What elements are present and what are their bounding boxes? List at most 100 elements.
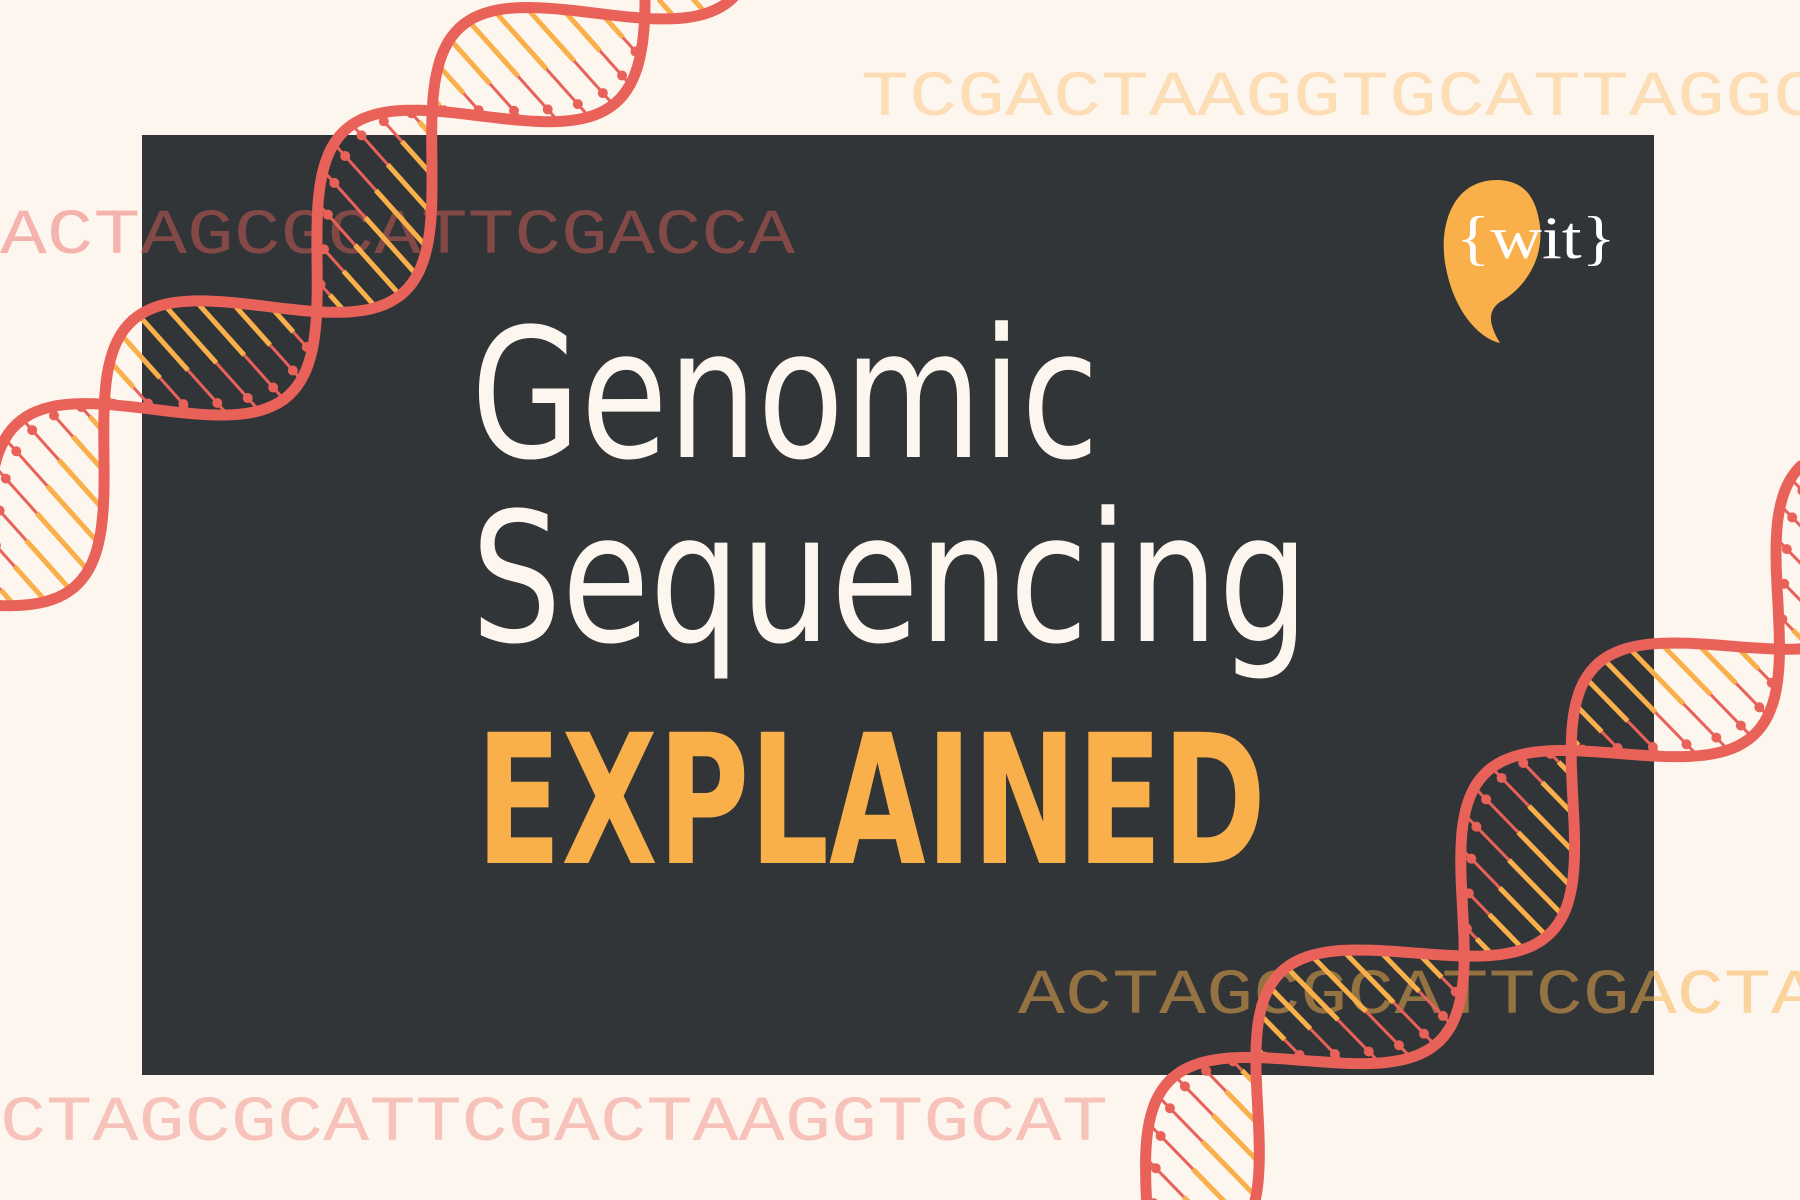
helix-rung <box>1487 912 1526 952</box>
helix-node <box>1797 486 1800 495</box>
helix-node <box>11 446 22 457</box>
helix-node <box>1711 732 1722 743</box>
helix-rung <box>1709 693 1753 738</box>
helix-node <box>340 151 351 162</box>
helix-rung <box>0 547 16 568</box>
helix-rung <box>1309 953 1368 1014</box>
helix-node <box>322 209 333 220</box>
helix-rung <box>24 538 73 592</box>
helix-rung <box>1507 858 1565 918</box>
helix-rung <box>316 202 357 246</box>
helix-rung <box>56 458 106 512</box>
helix-rung <box>561 7 602 53</box>
helix-rung <box>230 300 272 347</box>
helix-rung <box>1791 628 1800 641</box>
helix-node <box>27 425 38 436</box>
helix-node <box>0 473 11 484</box>
helix-node <box>1155 1130 1166 1141</box>
helix-rung <box>332 142 377 192</box>
helix-rung <box>1284 965 1340 1022</box>
helix-node <box>597 88 608 99</box>
helix-rung <box>45 484 101 545</box>
helix-node <box>1393 1040 1404 1051</box>
helix-rung <box>162 302 219 365</box>
sequence: ACTAGCGCATTCGACTA <box>1018 961 1800 1033</box>
helix-node <box>268 382 279 393</box>
helix-rung <box>1377 948 1421 994</box>
helix-strand <box>0 0 739 612</box>
helix-node <box>356 130 367 141</box>
helix-rung <box>573 59 615 106</box>
helix-rung <box>1210 1113 1262 1165</box>
helix-node <box>1201 1065 1212 1076</box>
helix-rung <box>1267 985 1313 1031</box>
helix-rung <box>1695 641 1738 686</box>
helix-rung <box>1627 646 1686 706</box>
helix-rung <box>0 508 28 542</box>
helix-rung <box>12 564 48 604</box>
helix-rung <box>1147 1122 1194 1171</box>
logo-mark <box>1443 179 1541 343</box>
helix-node <box>617 70 628 81</box>
helix-rung <box>1682 702 1730 751</box>
helix-node <box>1179 1081 1190 1092</box>
helix-node <box>329 177 340 188</box>
helix-rung <box>186 369 230 416</box>
helix-rung <box>1144 1156 1185 1198</box>
helix-rung <box>1157 1095 1204 1143</box>
helix-strand <box>1249 637 1800 1200</box>
helix-node <box>1781 544 1792 555</box>
helix-node <box>378 116 389 127</box>
helix-node <box>0 505 5 516</box>
helix-node <box>1418 1028 1429 1039</box>
helix-node <box>508 105 519 116</box>
helix-rung <box>1779 504 1800 528</box>
helix-node <box>542 104 553 115</box>
helix-rung <box>193 299 247 357</box>
helix-strand <box>0 0 651 468</box>
helix-node <box>1518 757 1529 768</box>
helix-node <box>1363 1046 1374 1057</box>
helix-rung <box>1173 1074 1214 1116</box>
helix-rung <box>0 469 38 515</box>
helix-rung <box>363 215 419 277</box>
helix-strand <box>1140 460 1800 1200</box>
helix-rung <box>1527 804 1577 855</box>
helix-rung <box>1392 1001 1437 1047</box>
helix-node <box>242 393 253 404</box>
helix-node <box>287 365 298 376</box>
helix-rung <box>385 162 434 215</box>
helix-rung <box>34 511 90 573</box>
helix-rung <box>690 0 708 16</box>
helix-rung <box>1516 830 1574 889</box>
helix-rung <box>1490 766 1531 808</box>
helix-rung <box>545 68 591 118</box>
helix-rung <box>492 8 549 71</box>
helix-rung <box>341 269 378 310</box>
helix-rung <box>1341 948 1396 1005</box>
helix-node <box>212 398 223 409</box>
helix-node <box>1150 1163 1161 1174</box>
helix-node <box>1164 1103 1175 1114</box>
title-line: Genomic <box>471 291 1099 500</box>
logo: {wit} <box>1456 205 1616 271</box>
helix-rung <box>3 437 49 487</box>
helix-rung <box>1654 711 1699 757</box>
helix-rung <box>466 19 520 78</box>
helix-node <box>1437 1010 1448 1021</box>
helix-rung <box>1497 886 1549 939</box>
helix-node <box>1466 853 1477 864</box>
helix-rung <box>1658 641 1713 697</box>
helix-rung <box>353 243 403 298</box>
helix-rung <box>373 188 429 250</box>
helix-node <box>1735 720 1746 731</box>
title-line: Sequencing <box>471 475 1309 684</box>
helix-rung <box>1365 1010 1412 1059</box>
helix-rung <box>1775 537 1800 565</box>
helix-rung <box>321 169 367 219</box>
helix-node <box>1471 821 1482 832</box>
helix-node <box>48 410 59 421</box>
helix-rung <box>1789 477 1800 491</box>
